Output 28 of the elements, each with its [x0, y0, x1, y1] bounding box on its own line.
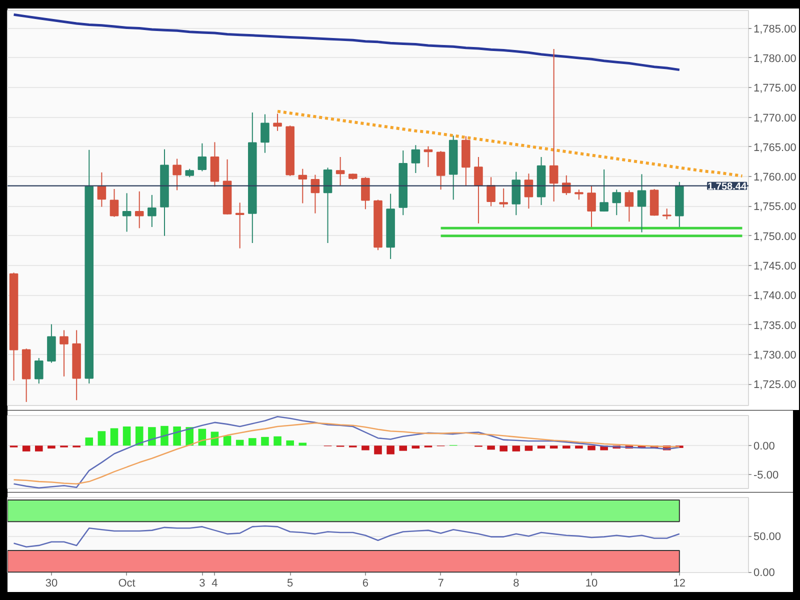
y-tick-label: 0.00: [754, 440, 775, 453]
y-tick-label: 1,750.00: [754, 230, 796, 243]
y-tick-label: 1,780.00: [754, 52, 796, 65]
y-tick-label: 1,730.00: [754, 349, 796, 362]
x-tick-label: 10: [585, 578, 598, 590]
y-tick-label: 1,735.00: [754, 320, 796, 332]
y-tick-label: -5.00: [754, 470, 779, 482]
y-tick-label: 1,755.00: [754, 201, 796, 214]
x-tick-label: 3: [199, 578, 206, 590]
x-tick-label: 7: [438, 578, 444, 590]
y-tick-label: 1,785.00: [754, 23, 796, 36]
y-tick-label: 1,760.00: [754, 172, 796, 184]
y-tick-label: 0.00: [754, 567, 775, 580]
x-tick-label: 30: [45, 578, 58, 590]
y-tick-label: 1,725.00: [754, 379, 796, 392]
x-tick-label: 5: [287, 578, 294, 590]
x-tick-label: 4: [212, 578, 218, 590]
x-tick-label: 12: [673, 578, 686, 590]
y-tick-label: 1,770.00: [754, 112, 796, 124]
y-tick-label: 1,775.00: [754, 82, 796, 95]
y-tick-label: 1,745.00: [754, 260, 796, 273]
x-tick-label: 8: [513, 578, 520, 590]
y-tick-label: 1,740.00: [754, 290, 796, 302]
y-tick-label: 50.00: [754, 531, 782, 544]
x-tick-label: 6: [362, 578, 369, 590]
y-tick-label: 1,765.00: [754, 142, 796, 154]
ref-line-label: 1,758.44: [708, 181, 747, 192]
x-tick-label: Oct: [118, 578, 136, 590]
